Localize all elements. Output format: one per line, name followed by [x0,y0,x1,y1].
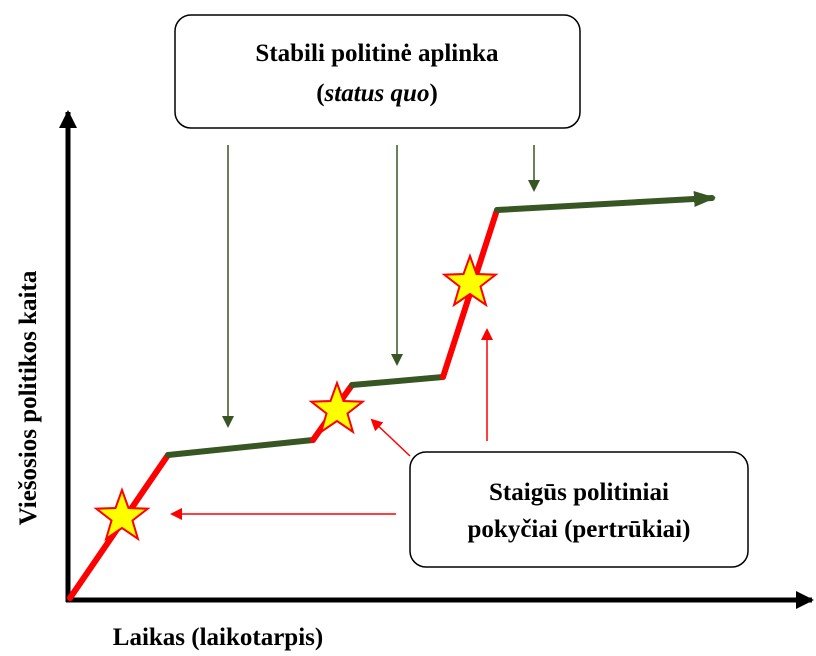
bottom-box-line1: Staigūs politiniai [489,479,669,506]
y-axis-label: Viešosios politikos kaita [15,270,42,525]
top-box-line1: Stabili politinė aplinka [255,40,499,67]
paren: ( [316,80,324,107]
bottom-box [409,451,749,568]
change-arrows [170,328,493,520]
stable-arrows [222,145,540,428]
top-box-line2: (status quo) [316,80,438,107]
x-axis-label: Laikas (laikotarpis) [113,624,323,651]
stars [93,253,499,542]
paren: ) [429,80,437,107]
bottom-box-line2: pokyčiai (pertrūkiai) [468,516,691,543]
top-box [174,14,581,129]
italic-term: status quo [324,80,430,107]
